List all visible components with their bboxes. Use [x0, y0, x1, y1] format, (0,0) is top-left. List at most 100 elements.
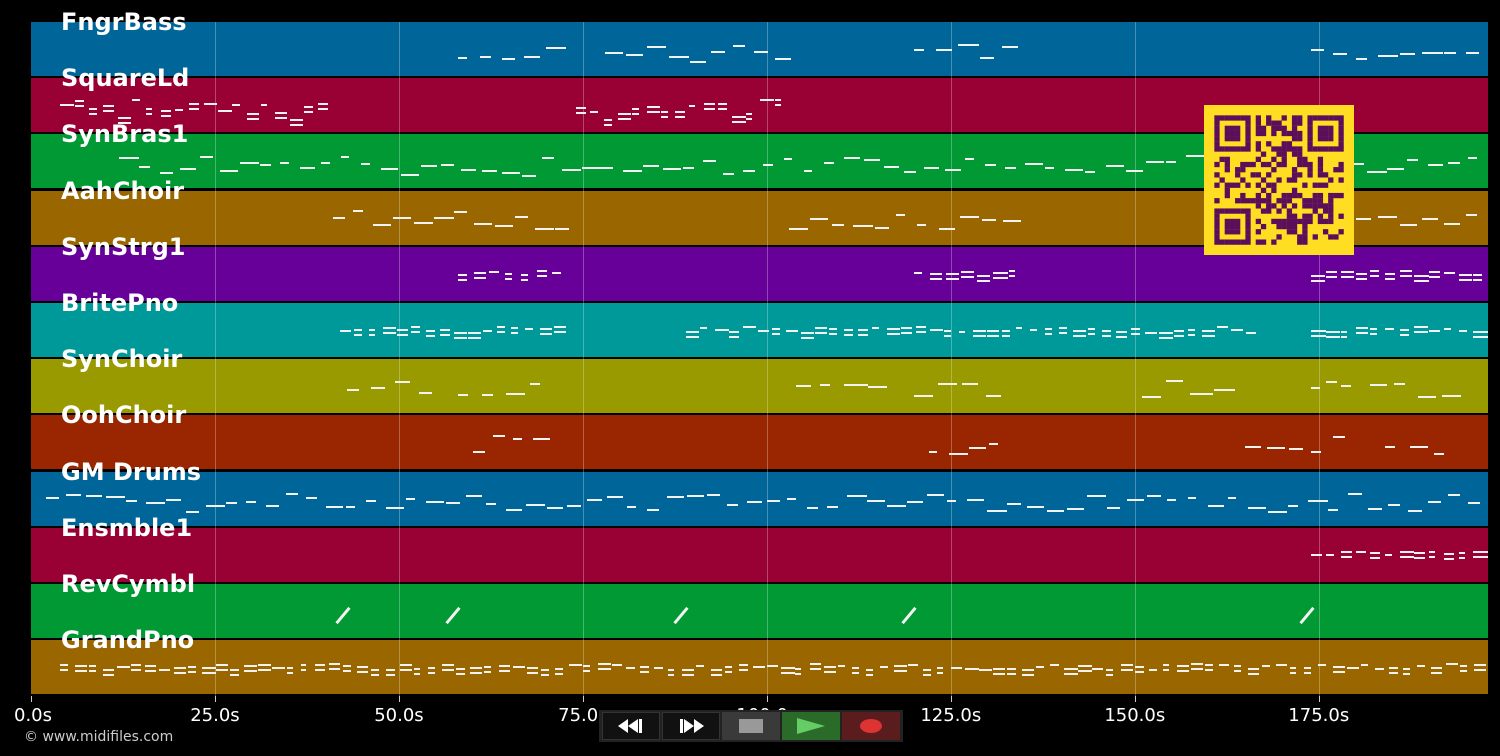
track-lane[interactable]: GrandPno [31, 626, 1488, 695]
note [660, 110, 668, 113]
note [753, 51, 768, 54]
note [1044, 333, 1053, 336]
note [382, 326, 396, 329]
note [456, 672, 466, 675]
note [1142, 396, 1162, 399]
note [984, 164, 996, 167]
note [1340, 275, 1354, 278]
note [1087, 327, 1095, 330]
note [1399, 275, 1412, 278]
note [760, 98, 774, 101]
note [187, 665, 196, 668]
note [1421, 51, 1444, 54]
note [88, 669, 97, 672]
note [1355, 273, 1368, 276]
note [1021, 673, 1035, 676]
note [1459, 669, 1467, 672]
track-lane[interactable]: GM Drums [31, 458, 1488, 526]
note [1187, 496, 1197, 499]
note [473, 277, 486, 280]
qr-code-icon[interactable] [1204, 105, 1354, 255]
note [632, 108, 640, 111]
note [1205, 664, 1213, 667]
note [646, 508, 660, 511]
note [985, 394, 1002, 397]
note [102, 673, 114, 676]
note [618, 118, 632, 121]
note [1311, 49, 1324, 52]
rewind-button[interactable] [602, 712, 660, 740]
tick-mark [31, 696, 32, 702]
note [439, 333, 451, 336]
note [1025, 162, 1043, 165]
note [602, 166, 614, 169]
note [682, 673, 694, 676]
note [1370, 327, 1377, 330]
note [512, 666, 526, 669]
note [218, 110, 233, 113]
note [433, 216, 455, 219]
play-button[interactable] [782, 712, 840, 740]
note [514, 215, 529, 218]
note [1134, 666, 1145, 669]
stop-button[interactable] [722, 712, 780, 740]
note [1399, 224, 1417, 227]
note [977, 275, 991, 278]
note [928, 451, 938, 454]
note [1044, 328, 1053, 331]
note [541, 668, 550, 671]
note [710, 674, 723, 677]
track-lane[interactable]: Ensmble1 [31, 514, 1488, 582]
note [399, 664, 413, 667]
note [446, 502, 461, 505]
note [541, 156, 555, 159]
note [525, 327, 533, 330]
note [1399, 53, 1416, 56]
note [1355, 550, 1366, 553]
note [413, 667, 421, 670]
note [501, 57, 516, 60]
note [246, 117, 260, 120]
note [314, 669, 325, 672]
note [1445, 663, 1458, 666]
note [1429, 551, 1436, 554]
note [858, 334, 868, 337]
note [489, 270, 500, 273]
note [1311, 280, 1325, 283]
note [1290, 666, 1297, 669]
note [1473, 669, 1486, 671]
note [947, 500, 956, 503]
note [874, 227, 890, 230]
record-button[interactable] [842, 712, 900, 740]
note [555, 673, 563, 676]
track-lane[interactable]: OohChoir [31, 401, 1488, 470]
note [1447, 162, 1461, 165]
note [421, 164, 438, 167]
note [1073, 335, 1086, 338]
track-lane[interactable]: SynChoir [31, 345, 1488, 414]
note [546, 506, 563, 509]
track-lane[interactable]: BritePno [31, 289, 1488, 357]
note [1370, 384, 1387, 387]
note [868, 385, 887, 388]
note [119, 157, 139, 160]
note [335, 606, 351, 625]
note [1106, 674, 1113, 677]
note [411, 326, 420, 329]
note [1147, 495, 1161, 498]
note [1287, 505, 1298, 508]
note [936, 671, 944, 674]
note [1458, 278, 1473, 281]
track-lane[interactable]: RevCymbl [31, 570, 1488, 638]
note [230, 673, 239, 676]
fast-forward-button[interactable] [662, 712, 720, 740]
track-name: GM Drums [61, 457, 202, 486]
note [606, 496, 624, 499]
note [1304, 666, 1312, 669]
track-lane[interactable]: SynStrg1 [31, 233, 1488, 301]
track-lane[interactable]: FngrBass [31, 8, 1488, 76]
note [1429, 271, 1441, 274]
note [1389, 667, 1399, 670]
note [967, 498, 984, 501]
note [89, 108, 97, 111]
